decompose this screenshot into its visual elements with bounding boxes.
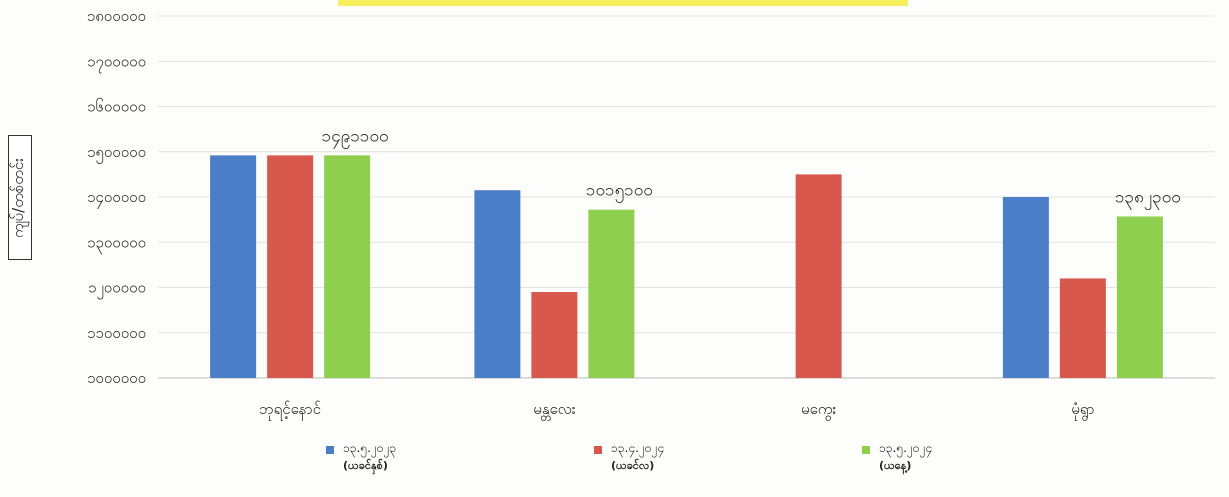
- legend-series-sublabel: (ယခင်လ): [611, 459, 655, 472]
- legend-series-name: ၁၃.၄.၂၀၂၄: [611, 441, 665, 455]
- legend-series-name: ၁၃.၅.၂၀၂၄: [879, 441, 933, 455]
- bar: [795, 174, 842, 378]
- legend: ၁၃.၅.၂၀၂၃ (ယခင်နှစ်) ၁၃.၄.၂၀၂၄ (ယခင်လ) ၁၃.၅.…: [0, 440, 1229, 490]
- legend-label: ၁၃.၄.၂၀၂၄ (ယခင်လ): [611, 440, 664, 474]
- y-tick-label: ၁၄၀၀၀၀၀: [87, 188, 146, 209]
- legend-item: ၁၃.၄.၂၀၂၄ (ယခင်လ): [594, 440, 664, 474]
- legend-label: ၁၃.၅.၂၀၂၄ (ယနေ့): [879, 440, 932, 474]
- bar: [210, 155, 257, 378]
- y-tick-label: ၁၀၀၀၀၀၀: [87, 369, 146, 387]
- x-tick-label: မုံရွာ: [1071, 400, 1094, 421]
- x-tick-label: ဘုရင့်နောင်: [259, 400, 321, 421]
- data-label: ၁၀၁၅၁၀၀: [586, 181, 653, 204]
- legend-swatch: [862, 446, 870, 454]
- legend-swatch: [594, 446, 602, 454]
- bar: [324, 155, 371, 378]
- legend-series-sublabel: (ယခင်နှစ်): [343, 459, 388, 472]
- data-label: ၁၄၉၁၁၀၀: [322, 126, 389, 149]
- legend-series-sublabel: (ယနေ့): [879, 459, 912, 472]
- legend-item: ၁၃.၅.၂၀၂၄ (ယနေ့): [862, 440, 932, 474]
- legend-series-name: ၁၃.၅.၂၀၂၃: [343, 441, 397, 455]
- y-tick-label: ၁၅၀၀၀၀၀: [87, 143, 146, 164]
- y-tick-label: ၁၆၀၀၀၀၀: [87, 98, 146, 116]
- x-tick-label: မကွေး: [801, 400, 836, 421]
- bar: [267, 155, 314, 378]
- bar: [588, 209, 635, 378]
- y-axis-label: ကျပ်/တစ်တင်း: [9, 157, 27, 238]
- data-label: ၁၃၈၂၃၀၀: [1115, 187, 1181, 210]
- title-highlight-strip: [338, 0, 908, 6]
- x-tick-label: မန္တလေး: [533, 400, 576, 421]
- y-tick-label: ၁၇၀၀၀၀၀: [87, 52, 146, 73]
- bar: [474, 190, 521, 378]
- y-tick-label: ၁၃၀၀၀၀၀: [87, 233, 146, 254]
- y-tick-label: ၁၂၀၀၀၀၀: [88, 279, 146, 300]
- bar: [531, 292, 578, 378]
- y-tick-label: ၁၁၀၀၀၀၀: [87, 324, 146, 342]
- bar: [1002, 197, 1049, 378]
- bar: [1116, 216, 1163, 378]
- y-axis-label-box: ကျပ်/တစ်တင်း: [8, 135, 32, 260]
- legend-label: ၁၃.၅.၂၀၂၃ (ယခင်နှစ်): [343, 440, 396, 474]
- bar: [1059, 278, 1106, 378]
- legend-item: ၁၃.၅.၂၀၂၃ (ယခင်နှစ်): [326, 440, 396, 474]
- legend-swatch: [326, 446, 334, 454]
- y-tick-label: ၁၈၀၀၀၀၀: [87, 7, 146, 25]
